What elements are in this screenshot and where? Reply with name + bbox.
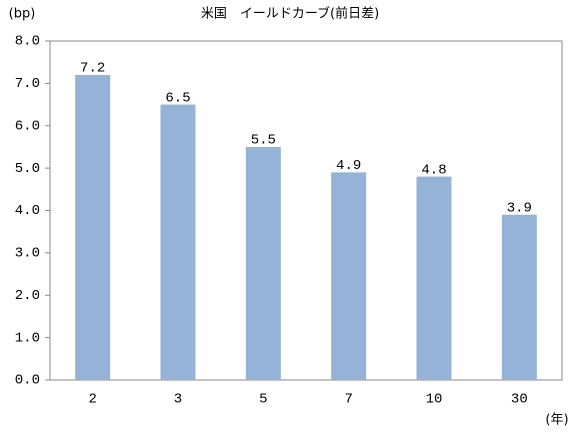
bar: [75, 74, 111, 381]
y-axis-label: (bp): [9, 7, 36, 22]
x-tick-label: 5: [259, 392, 267, 408]
bar: [501, 214, 537, 380]
chart-title: 米国 イールドカーブ(前日差): [201, 6, 379, 22]
y-tick-label: 3.0: [15, 246, 40, 262]
x-tick-label: 3: [174, 392, 182, 408]
y-tick-label: 5.0: [15, 161, 40, 177]
y-tick-label: 4.0: [15, 203, 40, 219]
data-label: 7.2: [80, 61, 105, 77]
y-tick-label: 2.0: [15, 288, 40, 304]
x-tick-label: 7: [344, 392, 352, 408]
data-label: 6.5: [165, 90, 190, 106]
data-label: 4.9: [336, 158, 361, 174]
bar: [331, 172, 367, 380]
data-label: 5.5: [251, 133, 276, 149]
data-label: 3.9: [507, 200, 532, 216]
x-tick-label: 10: [426, 392, 443, 408]
y-tick-label: 0.0: [15, 373, 40, 389]
data-label: 4.8: [421, 162, 446, 178]
x-tick-label: 2: [88, 392, 96, 408]
y-tick-label: 7.0: [15, 76, 40, 92]
bar: [160, 104, 196, 380]
x-tick-label: 30: [511, 392, 528, 408]
x-axis-label: (年): [545, 413, 568, 428]
y-tick-label: 8.0: [15, 34, 40, 50]
y-tick-label: 1.0: [15, 330, 40, 346]
bar: [416, 176, 452, 380]
bar: [245, 146, 281, 380]
y-tick-label: 6.0: [15, 118, 40, 134]
